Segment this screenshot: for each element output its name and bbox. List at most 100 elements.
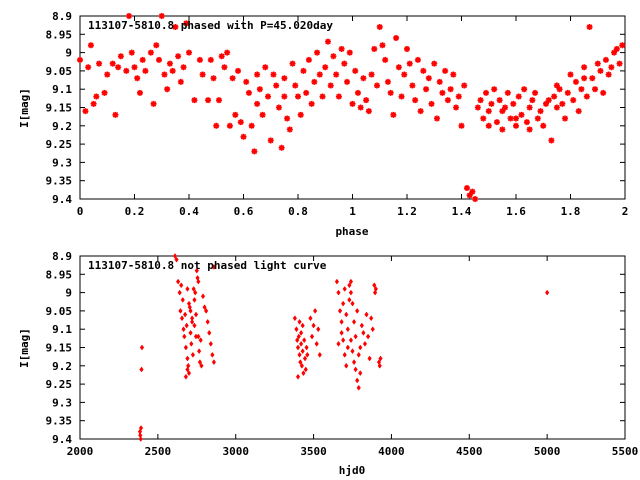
data-point xyxy=(300,67,307,74)
data-point xyxy=(589,75,596,82)
data-point xyxy=(237,119,244,126)
data-point xyxy=(248,122,255,129)
data-point xyxy=(294,326,299,333)
data-point xyxy=(398,93,405,100)
data-point xyxy=(376,23,383,30)
data-point xyxy=(513,115,519,122)
data-point xyxy=(499,126,506,133)
data-point xyxy=(77,56,83,63)
data-point xyxy=(128,49,135,56)
data-point xyxy=(265,93,272,100)
x-tick-label: 1.8 xyxy=(561,205,581,218)
y-tick-label: 8.95 xyxy=(46,268,73,281)
data-point xyxy=(301,370,306,377)
x-tick-label: 3500 xyxy=(300,445,327,458)
data-point xyxy=(349,100,356,107)
data-point xyxy=(186,49,192,56)
data-point xyxy=(300,322,305,329)
data-point xyxy=(488,100,495,107)
data-points xyxy=(77,13,626,202)
data-point xyxy=(466,192,473,199)
data-point xyxy=(191,97,198,104)
data-point xyxy=(305,56,312,63)
data-point xyxy=(597,67,604,74)
y-tick-label: 9.1 xyxy=(52,83,72,96)
data-point xyxy=(316,71,323,78)
x-tick-labels: 0 0.2 0.4 0.6 0.8 1 1.2 1.4 1.6 1.8 2 xyxy=(77,205,629,218)
data-point xyxy=(198,337,203,344)
data-point xyxy=(180,296,185,303)
data-point xyxy=(613,45,620,52)
data-point xyxy=(193,333,199,340)
data-point xyxy=(177,78,184,85)
data-point xyxy=(359,322,364,329)
data-point xyxy=(373,286,378,292)
data-point xyxy=(592,86,599,93)
data-point xyxy=(295,373,301,380)
data-point xyxy=(521,86,528,93)
data-point xyxy=(330,53,337,60)
data-point xyxy=(562,115,569,122)
y-tick-label: 9.3 xyxy=(52,156,72,169)
data-point xyxy=(200,293,206,300)
data-point xyxy=(341,60,348,67)
data-point xyxy=(356,384,361,391)
data-point xyxy=(292,315,297,322)
data-point xyxy=(138,436,143,442)
data-point xyxy=(548,137,555,144)
data-point xyxy=(513,122,519,129)
data-point xyxy=(545,97,552,104)
x-tick-label: 0.2 xyxy=(125,205,145,218)
data-point xyxy=(313,307,318,314)
data-point xyxy=(586,23,593,30)
data-point xyxy=(611,49,618,56)
data-point xyxy=(542,100,549,107)
data-point xyxy=(417,108,424,115)
data-point xyxy=(342,351,347,358)
data-point xyxy=(254,100,261,107)
x-tick-label: 2000 xyxy=(67,445,94,458)
y-tick-labels: 8.9 8.95 9 9.05 9.1 9.15 9.2 9.25 9.3 9.35 9.4 xyxy=(46,10,73,206)
y-tick-label: 9.2 xyxy=(52,120,72,133)
data-point xyxy=(556,86,563,93)
data-point xyxy=(196,56,203,63)
data-point xyxy=(352,67,359,74)
data-point xyxy=(139,344,145,351)
data-point xyxy=(346,49,353,56)
data-point xyxy=(196,278,201,285)
data-point xyxy=(477,97,484,104)
data-point xyxy=(344,362,349,369)
y-tick-label: 9.3 xyxy=(52,396,72,409)
data-point xyxy=(515,93,522,100)
data-point xyxy=(182,311,188,318)
data-point xyxy=(605,71,612,78)
data-point xyxy=(526,104,533,111)
chart-title: 113107-5810.8 not phased light curve xyxy=(88,259,327,272)
data-point xyxy=(532,89,539,96)
data-point xyxy=(185,366,190,373)
data-point xyxy=(286,126,293,133)
data-point xyxy=(347,282,352,289)
y-tick-label: 9 xyxy=(65,287,72,300)
x-tick-label: 4000 xyxy=(378,445,405,458)
data-point xyxy=(372,282,377,289)
data-point xyxy=(499,108,506,115)
data-point xyxy=(493,119,500,126)
data-point xyxy=(572,78,579,85)
data-point xyxy=(377,362,382,369)
data-point xyxy=(575,108,582,115)
data-point xyxy=(169,67,176,74)
data-point xyxy=(289,60,296,67)
y-tick-label: 9 xyxy=(65,47,72,60)
data-point xyxy=(204,307,209,314)
data-point xyxy=(139,366,144,373)
y-tick-label: 9.25 xyxy=(46,138,73,151)
x-tick-label: 1 xyxy=(349,205,356,218)
data-point xyxy=(390,111,397,118)
x-axis-label: hjd0 xyxy=(339,464,366,477)
data-point xyxy=(350,348,355,355)
data-point xyxy=(357,104,364,111)
data-point xyxy=(444,97,451,104)
y-tick-label: 9.4 xyxy=(52,193,72,206)
